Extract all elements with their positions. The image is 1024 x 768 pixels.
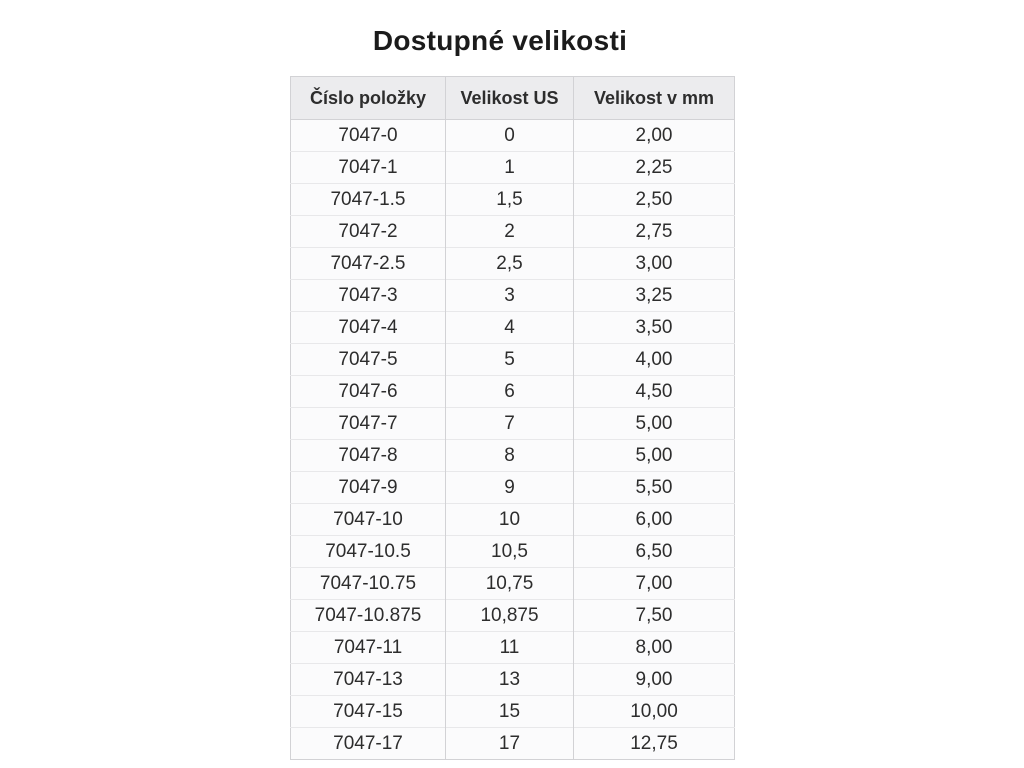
table-row: 7047-10.75 10,75 7,00 — [290, 567, 735, 600]
column-header: Velikost v mm — [573, 76, 735, 120]
table-row: 7047-17 17 12,75 — [290, 727, 735, 760]
table-cell: 7047-3 — [290, 279, 446, 312]
table-cell: 7047-5 — [290, 343, 446, 376]
table-cell: 5 — [445, 343, 574, 376]
table-cell: 6,50 — [573, 535, 735, 568]
table-cell: 5,50 — [573, 471, 735, 504]
table-row: 7047-10 10 6,00 — [290, 503, 735, 536]
table-cell: 3 — [445, 279, 574, 312]
table-cell: 7047-6 — [290, 375, 446, 408]
table-cell: 6,00 — [573, 503, 735, 536]
table-row: 7047-11 11 8,00 — [290, 631, 735, 664]
table-cell: 5,00 — [573, 439, 735, 472]
table-cell: 7047-17 — [290, 727, 446, 760]
table-cell: 3,50 — [573, 311, 735, 344]
table-row: 7047-10.5 10,5 6,50 — [290, 535, 735, 568]
page-title: Dostupné velikosti — [372, 25, 628, 56]
table-row: 7047-1 1 2,25 — [290, 151, 735, 184]
sizes-table-body: 7047-0 0 2,00 7047-1 1 2,25 7047-1.5 1,5 2,50 704… — [290, 119, 735, 760]
table-cell: 7047-1 — [290, 151, 446, 184]
table-cell: 13 — [445, 663, 574, 696]
table-cell: 7047-0 — [338, 124, 398, 146]
table-cell: 4,50 — [573, 375, 735, 408]
table-cell: 7047-11 — [290, 631, 446, 664]
table-row: 7047-6 6 4,50 — [290, 375, 735, 408]
table-cell: 8,00 — [573, 631, 735, 664]
table-cell: 4,00 — [573, 343, 735, 376]
table-cell: 10,00 — [573, 695, 735, 728]
table-cell: 2,5 — [445, 247, 574, 280]
table-cell: 7047-7 — [290, 407, 446, 440]
table-cell: 3,25 — [573, 279, 735, 312]
table-row: 7047-9 9 5,50 — [290, 471, 735, 504]
table-row: 7047-2 2 2,75 — [290, 215, 735, 248]
table-cell: 10 — [445, 503, 574, 536]
table-row: 7047-5 5 4,00 — [290, 343, 735, 376]
table-cell: 4 — [445, 311, 574, 344]
table-cell: 10,75 — [445, 567, 574, 600]
table-cell: 2,50 — [573, 183, 735, 216]
table-cell: 7047-10.5 — [290, 535, 446, 568]
table-cell: 2,25 — [573, 151, 735, 184]
table-cell: 3,00 — [573, 247, 735, 280]
table-cell: 7047-8 — [290, 439, 446, 472]
table-cell: 6 — [445, 375, 574, 408]
table-cell: 7047-2.5 — [290, 247, 446, 280]
table-cell: 7 — [445, 407, 574, 440]
table-cell: 8 — [445, 439, 574, 472]
table-cell: 10,5 — [445, 535, 574, 568]
table-cell: 12,75 — [573, 727, 735, 760]
table-row: 7047-3 3 3,25 — [290, 279, 735, 312]
table-row: 7047-10.875 10,875 7,50 — [290, 599, 735, 632]
table-cell: 15 — [445, 695, 574, 728]
table-cell: 17 — [445, 727, 574, 760]
sizes-table: Číslo položky Velikost US Velikost v mm 70… — [290, 76, 735, 760]
table-cell: 9,00 — [573, 663, 735, 696]
table-row: 7047-1.5 1,5 2,50 — [290, 183, 735, 216]
table-cell: 7047-15 — [290, 695, 446, 728]
table-row: 7047-7 7 5,00 — [290, 407, 735, 440]
table-cell: 2,75 — [573, 215, 735, 248]
table-cell: 2 — [445, 215, 574, 248]
table-cell: 2,00 — [573, 119, 735, 152]
table-cell: 7047-9 — [290, 471, 446, 504]
table-cell: 7047-10.875 — [290, 599, 446, 632]
table-cell: 11 — [445, 631, 574, 664]
table-cell: 7047-1.5 — [290, 183, 446, 216]
table-cell: 0 — [445, 119, 574, 152]
column-header: Velikost US — [445, 76, 574, 120]
table-cell: 7047-13 — [290, 663, 446, 696]
table-cell: 9 — [445, 471, 574, 504]
table-row: 7047-8 8 5,00 — [290, 439, 735, 472]
table-cell: 7047-4 — [290, 311, 446, 344]
table-cell: 7,00 — [573, 567, 735, 600]
header-row: Číslo položky Velikost US Velikost v mm — [290, 76, 735, 120]
table-cell: 7047-10.75 — [290, 567, 446, 600]
table-cell: 7047-2 — [290, 215, 446, 248]
table-row: 7047-15 15 10,00 — [290, 695, 735, 728]
table-cell: 5,00 — [573, 407, 735, 440]
table-cell: 1,5 — [445, 183, 574, 216]
table-cell: 10,875 — [445, 599, 574, 632]
table-cell: 7,50 — [573, 599, 735, 632]
table-row: 7047-2.5 2,5 3,00 — [290, 247, 735, 280]
table-row: 7047-4 4 3,50 — [290, 311, 735, 344]
table-cell: 1 — [445, 151, 574, 184]
sizes-table-header: Číslo položky Velikost US Velikost v mm — [290, 76, 735, 120]
column-header: Číslo položky — [290, 76, 446, 120]
table-row: 7047-0 0 2,00 — [290, 119, 735, 152]
table-cell: 7047-10 — [290, 503, 446, 536]
table-row: 7047-13 13 9,00 — [290, 663, 735, 696]
